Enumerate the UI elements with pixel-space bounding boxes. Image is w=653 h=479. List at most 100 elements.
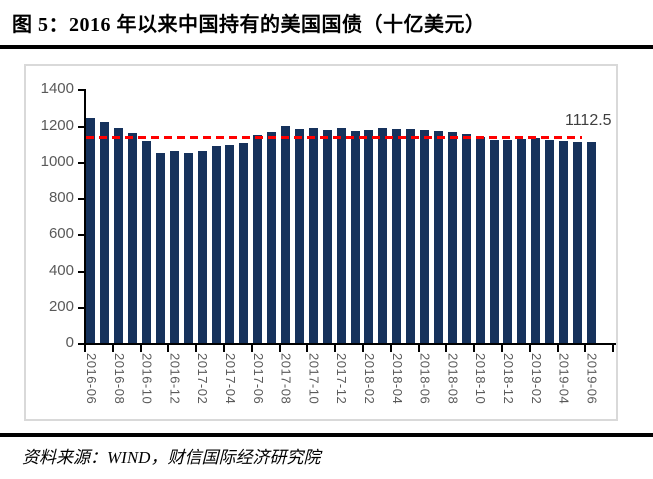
x-axis-tick-label: 2017-08 [278, 353, 294, 405]
x-axis-tick-label: 2019-04 [556, 353, 572, 405]
source-note: 资料来源：WIND，财信国际经济研究院 [22, 448, 321, 467]
bar [183, 152, 193, 343]
bar [392, 128, 402, 343]
bar [406, 128, 416, 343]
x-axis-tick [250, 345, 253, 352]
x-axis-tick-label: 2017-04 [222, 353, 238, 405]
x-axis-tick-label: 2018-06 [417, 353, 433, 405]
x-axis-tick [362, 345, 364, 352]
x-axis-tick [612, 345, 615, 352]
bar [114, 128, 124, 343]
y-axis-tick [78, 89, 84, 92]
x-axis-tick [278, 345, 281, 352]
y-axis-tick [78, 343, 84, 345]
bar [447, 132, 457, 343]
y-axis-tick-label: 800 [48, 189, 74, 207]
bar [531, 138, 541, 343]
bar [100, 122, 110, 343]
bar [322, 129, 332, 343]
bar [225, 145, 235, 343]
x-axis-tick [84, 345, 86, 352]
x-axis-tick [445, 345, 448, 352]
bar [86, 118, 96, 343]
y-axis-tick-label: 600 [48, 225, 74, 243]
bar [336, 128, 346, 343]
bar [350, 131, 360, 343]
bar [378, 127, 388, 343]
y-axis-tick [78, 234, 84, 237]
x-axis-tick [139, 345, 142, 352]
source-divider-rule [0, 433, 653, 437]
bar [364, 129, 374, 343]
x-axis-tick [223, 345, 225, 352]
bar [475, 136, 485, 343]
bar [559, 141, 569, 343]
y-axis-tick [78, 198, 84, 201]
bar [503, 139, 513, 343]
x-axis-tick-label: 2017-12 [334, 353, 350, 405]
bar [308, 127, 318, 343]
bar [197, 151, 207, 343]
bar [267, 131, 277, 343]
bar [461, 134, 471, 343]
y-axis-tick [78, 270, 84, 273]
x-axis-tick-label: 2016-10 [139, 353, 155, 405]
x-axis-tick [111, 345, 114, 352]
bar [169, 151, 179, 343]
bar [517, 138, 527, 343]
y-axis-tick [78, 306, 84, 309]
x-axis-tick [417, 345, 420, 352]
x-axis-tick-label: 2016-06 [83, 353, 99, 405]
y-axis-tick-label: 1000 [40, 152, 74, 170]
x-axis-tick-label: 2016-08 [111, 353, 127, 405]
x-axis-tick [501, 345, 503, 352]
y-axis-tick-label: 1200 [40, 116, 74, 134]
bar [155, 152, 165, 343]
x-axis-tick-label: 2019-06 [584, 353, 600, 405]
bar [572, 141, 582, 343]
x-axis-tick [473, 345, 476, 352]
x-axis-tick-label: 2018-08 [445, 353, 461, 405]
bar [142, 140, 152, 343]
bar [239, 143, 249, 343]
x-axis-tick-label: 2017-10 [306, 353, 322, 405]
y-axis-tick-label: 0 [65, 334, 74, 351]
x-axis-tick [556, 345, 559, 352]
y-axis-tick-label: 1400 [40, 80, 74, 98]
x-axis-tick-label: 2018-12 [500, 353, 516, 405]
bar [433, 130, 443, 343]
x-axis-tick [334, 345, 337, 352]
x-axis-tick [528, 345, 531, 352]
y-axis-tick-label: 400 [48, 261, 74, 279]
y-axis-tick [78, 161, 84, 164]
bar [253, 135, 263, 343]
x-axis-tick [584, 345, 587, 352]
x-axis-tick [306, 345, 309, 352]
chart-panel: 1112.5 0 200 400 600 800 1000 1200 1400 2016-06 2… [24, 64, 618, 421]
x-axis-line [84, 343, 616, 345]
figure-title: 图 5：2016 年以来中国持有的美国国债（十亿美元） [12, 14, 486, 36]
bar [545, 140, 555, 343]
bar [211, 145, 221, 343]
bar [489, 139, 499, 343]
title-divider-rule [0, 45, 653, 49]
bar [128, 133, 138, 343]
y-axis-line [84, 89, 86, 345]
reference-line-value-label: 1112.5 [565, 112, 612, 129]
x-axis-tick-label: 2017-02 [195, 353, 211, 405]
x-axis-tick-label: 2018-02 [361, 353, 377, 405]
bar [420, 129, 430, 343]
x-axis-tick-label: 2019-02 [528, 353, 544, 405]
x-axis-tick-label: 2018-04 [389, 353, 405, 405]
y-axis-tick [78, 125, 84, 128]
y-axis-tick-label: 200 [48, 297, 74, 315]
x-axis-tick [195, 345, 198, 352]
x-axis-tick-label: 2016-12 [167, 353, 183, 405]
bar [586, 141, 596, 343]
x-axis-tick-label: 2018-10 [473, 353, 489, 405]
bar [281, 125, 291, 343]
x-axis-tick [389, 345, 392, 352]
reference-dashed-line [86, 135, 582, 139]
x-axis-tick [167, 345, 170, 352]
